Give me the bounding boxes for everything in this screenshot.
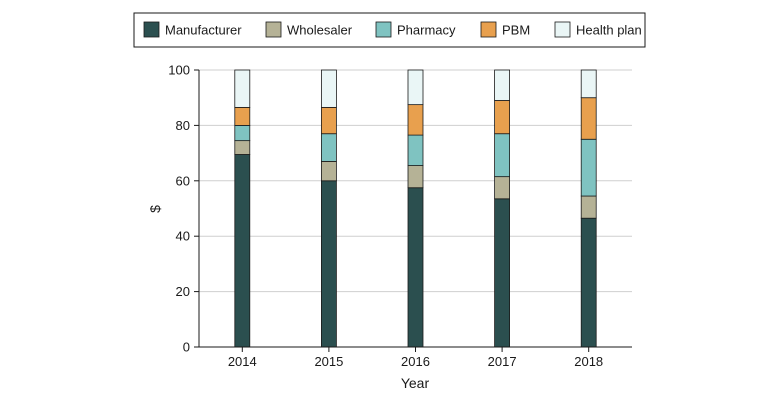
bar-segment-pharmacy-2018	[580, 138, 597, 197]
bar-segment-pbm-2015	[320, 106, 337, 135]
legend-swatch-manufacturer	[143, 21, 160, 38]
bar-segment-wholesaler-2018	[580, 195, 597, 219]
bar-segment-pbm-2017	[494, 100, 511, 135]
legend-label-manufacturer: Manufacturer	[165, 23, 242, 38]
legend-swatch-wholesaler	[265, 21, 282, 38]
bar-segment-manufacturer-2016	[407, 187, 424, 348]
legend-swatch-health-plan	[554, 21, 571, 38]
x-tick-label: 2016	[401, 354, 430, 369]
legend: Manufacturer Wholesaler Pharmacy PBM Health …	[133, 12, 646, 48]
x-tick-label: 2015	[314, 354, 343, 369]
legend-label-pharmacy: Pharmacy	[397, 23, 456, 38]
bar-segment-wholesaler-2017	[494, 176, 511, 200]
x-axis-title: Year	[401, 375, 430, 391]
bar-segment-manufacturer-2017	[494, 198, 511, 348]
bar-segment-wholesaler-2014	[234, 140, 251, 155]
bar-segment-pharmacy-2016	[407, 134, 424, 166]
bar-segment-wholesaler-2015	[320, 161, 337, 182]
bar-segment-health-plan-2015	[320, 69, 337, 108]
y-tick-labels: 0 20 40 60 80 100	[168, 63, 190, 355]
bar-segment-health-plan-2017	[494, 69, 511, 101]
legend-swatch-pbm	[480, 21, 497, 38]
bar-segment-health-plan-2014	[234, 69, 251, 108]
x-tick-labels: 2014 2015 2016 2017 2018	[228, 354, 603, 369]
y-tick-label: 40	[176, 229, 190, 244]
y-axis-title: $	[147, 205, 163, 213]
legend-label-wholesaler: Wholesaler	[287, 23, 353, 38]
legend-label-health-plan: Health plan	[576, 23, 642, 38]
x-tick-label: 2017	[488, 354, 517, 369]
bar-segment-pharmacy-2015	[320, 133, 337, 162]
bar-segment-pharmacy-2017	[494, 133, 511, 178]
x-tick-label: 2018	[574, 354, 603, 369]
x-tick-label: 2014	[228, 354, 257, 369]
bar-segment-health-plan-2018	[580, 69, 597, 99]
bar-segment-manufacturer-2014	[234, 154, 251, 348]
bar-segment-manufacturer-2015	[320, 180, 337, 348]
bars	[234, 69, 597, 348]
legend-swatch-pharmacy	[375, 21, 392, 38]
y-tick-label: 0	[183, 340, 190, 355]
y-tick-label: 80	[176, 118, 190, 133]
bar-segment-health-plan-2016	[407, 69, 424, 106]
bar-segment-pbm-2018	[580, 97, 597, 140]
legend-label-pbm: PBM	[502, 23, 530, 38]
bar-segment-manufacturer-2018	[580, 217, 597, 348]
bar-segment-pharmacy-2014	[234, 125, 251, 142]
axes	[194, 69, 632, 352]
bar-segment-wholesaler-2016	[407, 165, 424, 189]
y-tick-label: 60	[176, 173, 190, 188]
y-tick-label: 100	[168, 63, 190, 78]
bar-segment-pbm-2014	[234, 106, 251, 126]
y-tick-label: 20	[176, 284, 190, 299]
bar-segment-pbm-2016	[407, 104, 424, 136]
